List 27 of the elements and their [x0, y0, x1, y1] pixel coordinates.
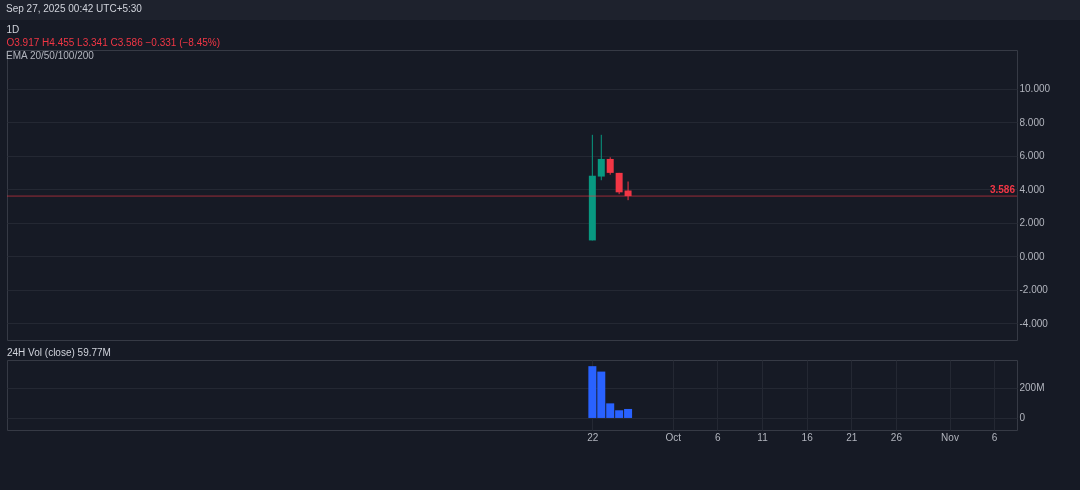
candlestick — [597, 134, 605, 181]
x-tick-label: 6 — [715, 431, 722, 443]
x-tick-label: 21 — [846, 431, 858, 443]
y-tick-label: 6.000 — [1019, 150, 1045, 162]
x-tick-label: 6 — [991, 431, 998, 443]
y-tick-label: 10.000 — [1019, 83, 1051, 95]
chart-title: 1D — [6, 24, 20, 35]
text: Sep 27, 2025 00:42 UTC+5:30 — [0, 0, 1080, 20]
y-tick-label: 200M — [1019, 382, 1045, 394]
chart-title: 24H Vol (close) 59.77M — [7, 347, 111, 358]
y-tick-label: 0.000 — [1019, 250, 1045, 262]
candlestick — [624, 181, 632, 201]
x-tick-label: 22 — [587, 431, 599, 443]
x-tick-label: Nov — [941, 431, 959, 443]
y-tick-label: 4.000 — [1019, 183, 1045, 195]
y-tick-label: 0 — [1019, 412, 1026, 424]
y-tick-label: -4.000 — [1019, 317, 1049, 329]
y-tick-label: 2.000 — [1019, 217, 1045, 229]
x-tick-label: Oct — [665, 431, 682, 443]
y-tick-label: 8.000 — [1019, 116, 1045, 128]
chart-subtitle: O3.917 H4.455 L3.341 C3.586 −0.331 (−8.45%) — [6, 37, 220, 48]
x-tick-label: 11 — [757, 431, 769, 443]
y-tick-label: -2.000 — [1019, 284, 1049, 296]
x-tick-label: 26 — [890, 431, 903, 443]
ref-line-label: 3.586 — [989, 184, 1016, 196]
annotation: EMA 20/50/100/200 — [6, 50, 94, 61]
x-tick-label: 16 — [801, 431, 814, 443]
